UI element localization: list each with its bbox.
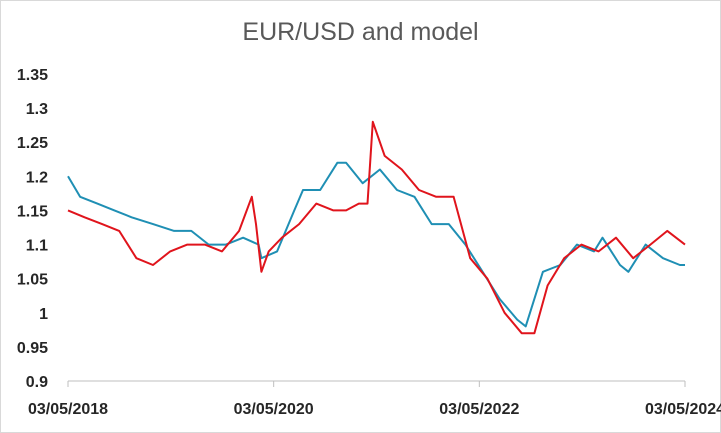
x-tick-label: 03/05/2018 xyxy=(28,401,108,418)
series-line-1 xyxy=(67,161,685,328)
axes xyxy=(67,380,686,387)
series-line-2 xyxy=(67,120,686,335)
y-tick-label: 0.9 xyxy=(26,374,48,391)
y-tick-labels: 0.9 0.95 1 1.05 1.1 1.15 1.2 1.25 1.3 1.35 xyxy=(17,67,48,391)
x-tick-label: 03/05/2022 xyxy=(439,401,519,418)
x-tick-labels: 03/05/2018 03/05/2020 03/05/2022 03/05/2024 xyxy=(28,401,721,418)
x-tick-label: 03/05/2020 xyxy=(234,401,314,418)
series-lines xyxy=(67,120,686,335)
y-tick-label: 1.25 xyxy=(17,135,48,152)
y-tick-label: 1.2 xyxy=(26,169,48,186)
y-tick-label: 1.35 xyxy=(17,67,48,84)
y-tick-label: 1.3 xyxy=(26,101,48,118)
y-tick-label: 1.1 xyxy=(26,238,48,255)
y-tick-label: 0.95 xyxy=(17,340,48,357)
x-tick-label: 03/05/2024 xyxy=(645,401,721,418)
y-tick-label: 1.15 xyxy=(17,203,48,220)
y-tick-label: 1 xyxy=(39,306,48,323)
y-tick-label: 1.05 xyxy=(17,272,48,289)
chart-title: EUR/USD and model xyxy=(242,18,479,46)
